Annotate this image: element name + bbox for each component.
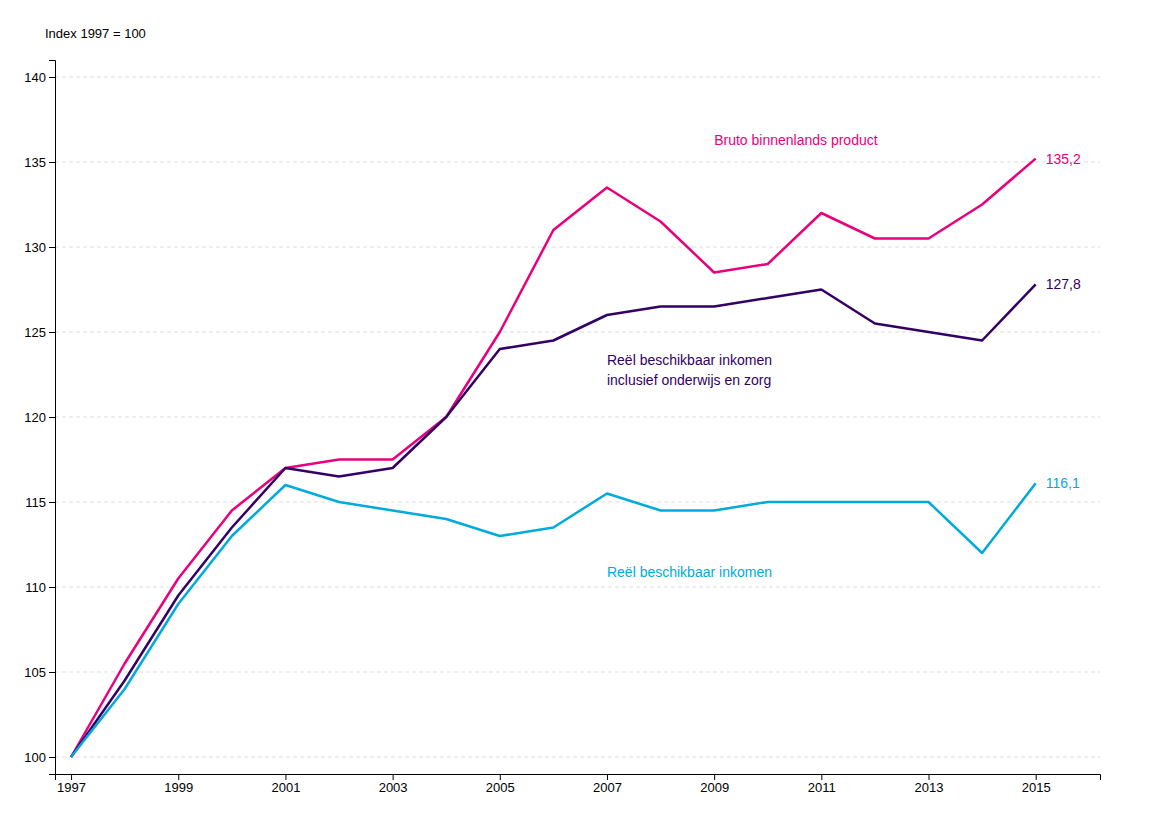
x-tick-label: 2009: [700, 780, 729, 795]
grid-line: [55, 502, 1100, 503]
x-tick-label: 2015: [1022, 780, 1051, 795]
y-tick-label: 105: [24, 665, 46, 680]
x-axis-line: [56, 775, 1101, 781]
x-tick: 2011: [808, 774, 836, 795]
x-tick: 2003: [379, 774, 408, 795]
labels: 135,2 127,8 116,1 Bruto binnenlands product…: [607, 132, 1081, 580]
x-tick-label: 2007: [593, 780, 622, 795]
y-tick-mark: [49, 757, 55, 758]
series-label: Reël beschikbaar inkomeninclusief onderw…: [607, 352, 772, 388]
x-tick-mark: [1036, 774, 1037, 780]
value-label: 135,2: [1046, 151, 1081, 167]
y-tick-label: 125: [24, 325, 46, 340]
y-tick-mark: [49, 77, 55, 78]
y-tick-label: 100: [24, 750, 46, 765]
y-tick-label: 110: [25, 580, 46, 595]
y-tick: 125: [24, 325, 55, 340]
y-tick-mark: [49, 587, 55, 588]
y-tick-label: 120: [24, 410, 46, 425]
y-tick-mark: [49, 332, 55, 333]
x-tick: 2009: [700, 774, 729, 795]
x-tick-mark: [929, 774, 930, 780]
series-line: [71, 483, 1036, 757]
x-tick: 1997: [57, 774, 86, 795]
y-tick-mark: [49, 672, 55, 673]
x-tick-mark: [285, 774, 286, 780]
chart: 1997 1999 2001 2003 2005 2007 2009 2011 2013 2015…: [0, 0, 1175, 814]
value-label: 127,8: [1046, 276, 1081, 292]
y-axis-line: [49, 61, 56, 775]
grid-line: [55, 77, 1100, 78]
series-label: Reël beschikbaar inkomen: [607, 564, 772, 580]
x-tick-label: 2011: [808, 780, 836, 795]
x-tick-mark: [821, 774, 822, 780]
lines: [71, 159, 1036, 757]
y-tick: 105: [24, 665, 55, 680]
y-tick-mark: [49, 162, 55, 163]
series-line: [71, 284, 1036, 757]
y-tick-label: 140: [24, 70, 46, 85]
grid-line: [55, 757, 1100, 758]
x-tick: 2007: [593, 774, 622, 795]
x-tick-label: 2001: [271, 780, 300, 795]
plot: 1997 1999 2001 2003 2005 2007 2009 2011 2013 2015…: [24, 61, 1100, 796]
x-tick-mark: [500, 774, 501, 780]
series-line: [71, 159, 1036, 757]
y-tick: 100: [24, 750, 55, 765]
x-tick-mark: [71, 774, 72, 780]
x-tick-label: 1997: [57, 780, 86, 795]
grid: [55, 77, 1100, 757]
y-axis-title: Index 1997 = 100: [45, 26, 146, 41]
value-label: 116,1: [1046, 475, 1080, 491]
grid-line: [55, 417, 1100, 418]
x-tick-mark: [178, 774, 179, 780]
grid-line: [55, 332, 1100, 333]
y-tick: 140: [24, 70, 55, 85]
x-axis: 1997 1999 2001 2003 2005 2007 2009 2011 2013 2015: [56, 774, 1101, 795]
y-tick-mark: [49, 247, 55, 248]
y-tick: 135: [24, 155, 55, 170]
grid-line: [55, 672, 1100, 673]
x-tick-mark: [714, 774, 715, 780]
grid-line: [55, 162, 1100, 163]
y-tick: 120: [24, 410, 55, 425]
x-tick-label: 1999: [164, 780, 193, 795]
x-tick: 1999: [164, 774, 193, 795]
y-tick-label: 115: [25, 495, 46, 510]
grid-line: [55, 587, 1100, 588]
x-tick-mark: [393, 774, 394, 780]
x-tick-label: 2013: [915, 780, 944, 795]
x-tick: 2013: [915, 774, 944, 795]
y-tick: 115: [25, 495, 55, 510]
series-label: Bruto binnenlands product: [714, 132, 878, 148]
y-tick-mark: [49, 417, 55, 418]
x-tick: 2015: [1022, 774, 1051, 795]
y-tick-mark: [49, 502, 55, 503]
y-tick-label: 130: [24, 240, 46, 255]
y-tick: 130: [24, 240, 55, 255]
y-tick-label: 135: [24, 155, 46, 170]
x-tick: 2005: [486, 774, 515, 795]
grid-line: [55, 247, 1100, 248]
x-tick-mark: [607, 774, 608, 780]
y-axis: 100 105 110 115 120 125 130 135 140: [24, 61, 55, 775]
x-tick-label: 2003: [379, 780, 408, 795]
y-tick: 110: [25, 580, 55, 595]
x-tick-label: 2005: [486, 780, 515, 795]
x-tick: 2001: [271, 774, 300, 795]
